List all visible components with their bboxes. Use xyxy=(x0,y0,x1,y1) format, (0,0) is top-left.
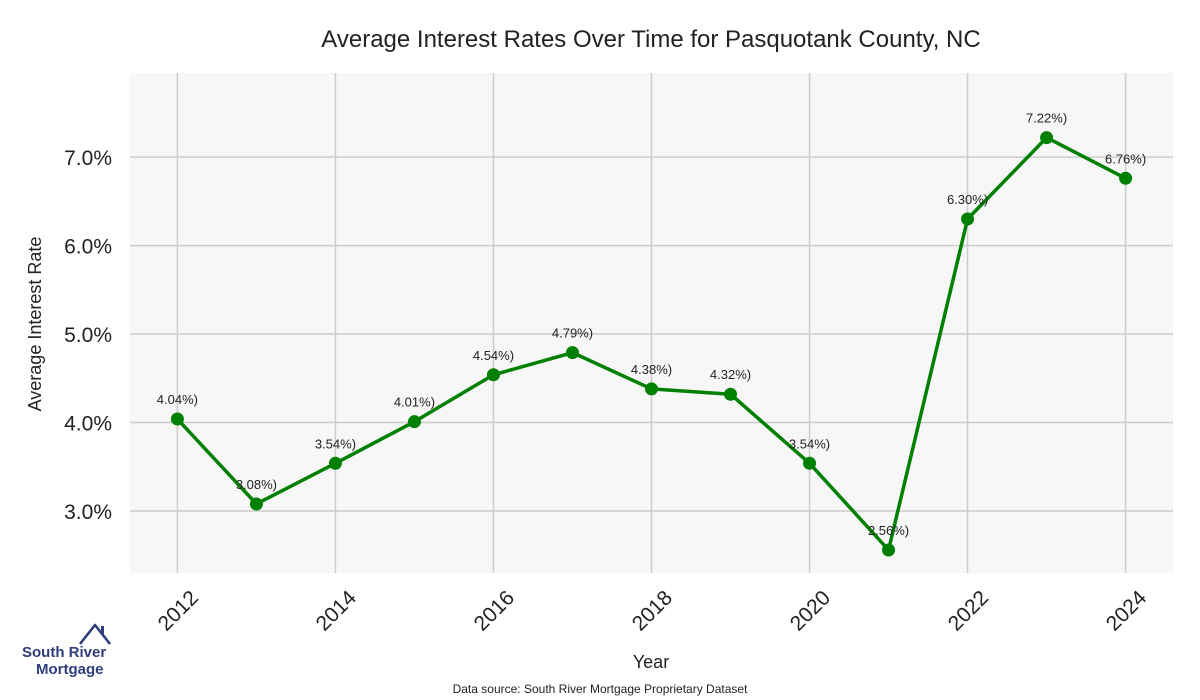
data-label: 4.38%) xyxy=(631,362,672,377)
data-point xyxy=(486,368,500,382)
data-point xyxy=(1119,171,1133,185)
x-tick-label: 2012 xyxy=(154,586,203,635)
data-point xyxy=(882,543,896,557)
data-point xyxy=(961,212,975,226)
data-point xyxy=(170,412,184,426)
y-tick-label: 4.0% xyxy=(64,413,112,436)
x-tick-label: 2022 xyxy=(944,586,993,635)
data-label: 4.32%) xyxy=(710,367,751,382)
data-label: 2.56%) xyxy=(868,523,909,538)
data-labels: 4.04%) 3.08%) 3.54%) 4.01%) 4.54%) 4.79%) 4.38… xyxy=(157,111,1146,538)
y-tick-label: 7.0% xyxy=(64,147,112,170)
y-axis-label: Average Interest Rate xyxy=(25,237,45,412)
x-tick-label: 2018 xyxy=(628,586,677,635)
house-icon xyxy=(78,623,112,645)
data-point xyxy=(645,382,658,396)
series-layer xyxy=(170,131,1133,557)
data-label: 6.76%) xyxy=(1105,151,1146,166)
data-source-note: Data source: South River Mortgage Propri… xyxy=(453,682,748,696)
x-axis-label: Year xyxy=(633,652,669,672)
data-label: 6.30%) xyxy=(947,192,988,207)
logo-line2: Mortgage xyxy=(36,661,104,678)
y-tick-label: 5.0% xyxy=(64,324,112,347)
data-label: 3.54%) xyxy=(789,436,830,451)
x-tick-label: 2016 xyxy=(470,586,519,635)
data-point xyxy=(724,387,738,401)
data-point xyxy=(1040,131,1054,145)
y-tick-label: 3.0% xyxy=(64,501,112,524)
data-point xyxy=(803,456,817,470)
data-label: 4.79%) xyxy=(552,326,593,341)
data-point xyxy=(565,346,579,360)
chart-title: Average Interest Rates Over Time for Pas… xyxy=(321,26,980,53)
data-label: 4.01%) xyxy=(394,395,435,410)
data-point xyxy=(328,456,342,470)
data-point xyxy=(407,415,421,429)
south-river-mortgage-logo: South River Mortgage xyxy=(22,622,114,680)
grid xyxy=(130,73,1173,573)
x-tick-label: 2014 xyxy=(312,586,362,636)
data-label: 4.04%) xyxy=(157,392,198,407)
y-tick-label: 6.0% xyxy=(64,236,112,259)
data-label: 3.54%) xyxy=(315,436,356,451)
data-label: 3.08%) xyxy=(236,477,277,492)
data-point xyxy=(249,497,263,511)
data-label: 4.54%) xyxy=(473,348,514,363)
x-tick-label: 2024 xyxy=(1102,586,1152,636)
logo-line1: South River xyxy=(22,644,107,661)
data-label: 7.22%) xyxy=(1026,111,1067,126)
x-tick-label: 2020 xyxy=(786,586,835,635)
